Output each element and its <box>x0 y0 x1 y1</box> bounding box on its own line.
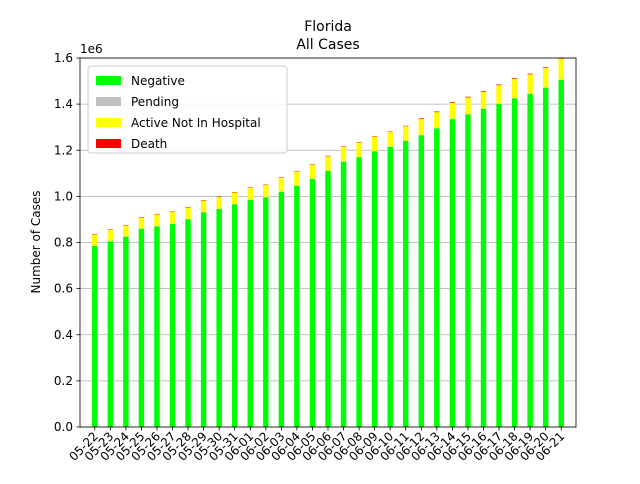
bar-active-not-in-hospital <box>279 178 284 191</box>
y-axis-label: Number of Cases <box>29 190 43 293</box>
bar-active-not-in-hospital <box>465 97 470 114</box>
legend-swatch-pending <box>96 97 121 106</box>
bar-death <box>419 118 424 119</box>
bar-negative <box>481 109 486 427</box>
y-tick-label: 0.0 <box>54 420 73 434</box>
bar-active-not-in-hospital <box>450 103 455 119</box>
bar-active-not-in-hospital <box>185 207 190 219</box>
y-tick-label: 0.2 <box>54 374 73 388</box>
legend-label-pending: Pending <box>131 95 179 109</box>
bar-negative <box>248 200 253 427</box>
bar-negative <box>559 80 564 427</box>
bar-active-not-in-hospital <box>232 192 237 204</box>
bar-active-not-in-hospital <box>139 218 144 229</box>
bar-negative <box>434 128 439 427</box>
bar-active-not-in-hospital <box>325 156 330 170</box>
bar-active-not-in-hospital <box>170 212 175 224</box>
bar-active-not-in-hospital <box>387 132 392 146</box>
legend: Negative Pending Active Not In Hospital Dea… <box>88 66 287 153</box>
bar-active-not-in-hospital <box>92 234 97 245</box>
legend-swatch-active-not-in-hospital <box>96 118 121 127</box>
y-offset-label: 1e6 <box>80 42 103 56</box>
bar-negative <box>139 229 144 427</box>
bar-active-not-in-hospital <box>434 112 439 128</box>
bar-death <box>512 78 517 79</box>
bar-negative <box>387 147 392 427</box>
bar-negative <box>465 115 470 427</box>
bar-death <box>465 97 470 98</box>
bar-negative <box>201 213 206 427</box>
legend-swatch-negative <box>96 76 121 85</box>
bar-active-not-in-hospital <box>201 201 206 213</box>
bar-active-not-in-hospital <box>543 68 548 88</box>
bar-negative <box>310 179 315 427</box>
bar-death <box>527 74 532 75</box>
bar-death <box>543 67 548 68</box>
bar-negative <box>450 119 455 427</box>
bar-active-not-in-hospital <box>216 197 221 209</box>
bar-active-not-in-hospital <box>403 126 408 140</box>
bar-negative <box>372 151 377 427</box>
chart-subtitle: All Cases <box>296 37 359 53</box>
y-tick-label: 1.4 <box>54 97 73 111</box>
bar-active-not-in-hospital <box>108 230 113 241</box>
bar-negative <box>92 246 97 427</box>
bar-negative <box>325 171 330 427</box>
bar-death <box>481 91 486 92</box>
bar-negative <box>279 192 284 427</box>
bar-death <box>450 102 455 103</box>
bar-negative <box>419 135 424 427</box>
bar-negative <box>512 98 517 427</box>
bar-active-not-in-hospital <box>527 74 532 93</box>
bar-death <box>434 112 439 113</box>
bar-negative <box>341 162 346 427</box>
bar-active-not-in-hospital <box>123 226 128 237</box>
bar-active-not-in-hospital <box>341 147 346 161</box>
bar-active-not-in-hospital <box>372 137 377 151</box>
legend-label-active-not-in-hospital: Active Not In Hospital <box>131 116 261 130</box>
bar-negative <box>496 104 501 427</box>
y-tick-label: 1.6 <box>54 51 73 65</box>
legend-swatch-death <box>96 139 121 148</box>
bar-active-not-in-hospital <box>310 165 315 179</box>
bar-active-not-in-hospital <box>294 172 299 186</box>
bar-active-not-in-hospital <box>559 59 564 80</box>
bar-negative <box>294 186 299 427</box>
y-tick-label: 1.2 <box>54 143 73 157</box>
bar-active-not-in-hospital <box>263 185 268 197</box>
bar-negative <box>185 219 190 427</box>
bar-active-not-in-hospital <box>248 188 253 200</box>
bar-active-not-in-hospital <box>496 85 501 103</box>
y-tick-label: 0.4 <box>54 328 73 342</box>
y-tick-label: 0.6 <box>54 282 73 296</box>
bar-active-not-in-hospital <box>481 92 486 109</box>
bar-active-not-in-hospital <box>512 79 517 98</box>
bar-active-not-in-hospital <box>419 119 424 135</box>
bar-active-not-in-hospital <box>356 142 361 156</box>
bar-active-not-in-hospital <box>154 214 159 226</box>
bar-negative <box>232 204 237 427</box>
bar-negative <box>108 241 113 427</box>
y-tick-label: 0.8 <box>54 236 73 250</box>
bar-negative <box>170 224 175 427</box>
bar-negative <box>403 141 408 427</box>
bar-negative <box>154 226 159 427</box>
chart-title: Florida <box>304 19 352 35</box>
bar-negative <box>543 88 548 427</box>
bar-death <box>496 85 501 86</box>
y-tick-label: 1.0 <box>54 189 73 203</box>
legend-label-death: Death <box>131 137 167 151</box>
bar-negative <box>263 198 268 427</box>
bar-negative <box>356 157 361 427</box>
legend-label-negative: Negative <box>131 74 185 88</box>
bar-negative <box>216 209 221 427</box>
bar-negative <box>527 94 532 427</box>
bar-negative <box>123 237 128 427</box>
